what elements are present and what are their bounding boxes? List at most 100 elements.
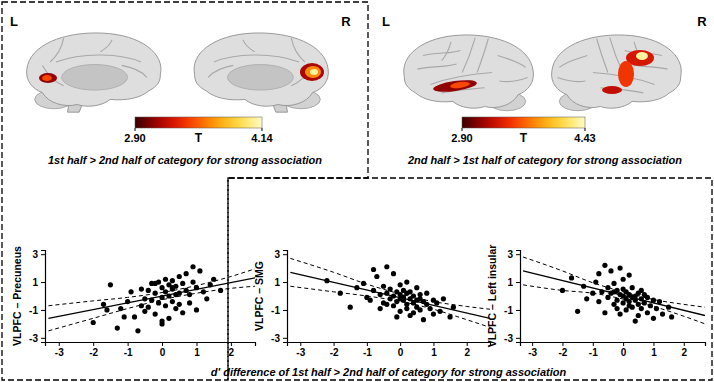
y-tick-label: 1 bbox=[32, 277, 38, 288]
panel-caption: 1st half > 2nd half of category for stro… bbox=[48, 154, 322, 166]
scatter-point bbox=[660, 312, 665, 317]
scatter-point bbox=[575, 309, 580, 314]
brain bbox=[552, 35, 682, 111]
sulcus bbox=[500, 78, 528, 82]
y-tick-mark bbox=[41, 254, 45, 255]
y-tick-mark bbox=[283, 282, 287, 283]
x-axis-line bbox=[288, 343, 491, 347]
scatter-point bbox=[596, 299, 601, 304]
x-tick-label: 1 bbox=[431, 347, 437, 358]
scatter-point bbox=[651, 316, 656, 321]
scatter-point bbox=[418, 307, 423, 312]
x-axis-line bbox=[46, 343, 256, 347]
scatter-point bbox=[348, 305, 353, 310]
scatter-point bbox=[421, 317, 426, 322]
scatter-point bbox=[190, 264, 195, 269]
brain-panel: LR2.904.14T1st half > 2nd half of catego… bbox=[10, 14, 351, 166]
scatter-point bbox=[374, 274, 379, 279]
plot-area bbox=[290, 258, 490, 327]
plot-area bbox=[523, 257, 705, 324]
x-tick-label: 2 bbox=[464, 347, 470, 358]
scatter-point bbox=[414, 285, 419, 290]
scatter-point bbox=[146, 288, 151, 293]
scatter-point bbox=[404, 306, 409, 311]
sulcus bbox=[559, 56, 587, 68]
x-tick: 0 bbox=[398, 342, 404, 358]
y-tick-label: 3 bbox=[274, 249, 280, 260]
colorbar bbox=[462, 117, 585, 128]
activation-blob bbox=[618, 61, 634, 87]
scatter-point bbox=[108, 282, 113, 287]
x-tick-label: -1 bbox=[363, 347, 372, 358]
y-tick-mark bbox=[283, 310, 287, 311]
scatter-point bbox=[187, 300, 192, 305]
scatter-point bbox=[636, 313, 641, 318]
x-tick-label: -2 bbox=[559, 347, 568, 358]
y-axis: -3-113 bbox=[504, 249, 520, 344]
y-axis-line bbox=[516, 251, 521, 343]
scatter-point bbox=[384, 264, 389, 269]
scatter-point bbox=[135, 328, 140, 333]
x-tick: -1 bbox=[124, 342, 133, 358]
panel-frames bbox=[2, 2, 712, 380]
x-tick-mark bbox=[653, 342, 654, 346]
figure: LR2.904.14T1st half > 2nd half of catego… bbox=[0, 0, 714, 382]
scatter-point bbox=[624, 307, 629, 312]
x-tick-mark bbox=[196, 342, 197, 346]
x-tick-label: -2 bbox=[330, 347, 339, 358]
scatter-point bbox=[645, 310, 650, 315]
sulcus bbox=[462, 38, 475, 73]
sulcus bbox=[291, 38, 305, 62]
x-tick-mark bbox=[532, 342, 533, 346]
brain-outline bbox=[404, 35, 534, 108]
y-tick: -3 bbox=[271, 333, 287, 344]
y-tick: 3 bbox=[274, 249, 287, 260]
y-tick-label: 1 bbox=[274, 277, 280, 288]
x-tick-mark bbox=[400, 342, 401, 346]
confidence-line bbox=[48, 286, 255, 331]
sulcus bbox=[50, 38, 64, 62]
scatter-point bbox=[142, 309, 147, 314]
scatter-point bbox=[163, 303, 168, 308]
sulcus bbox=[498, 56, 526, 68]
x-tick-label: -3 bbox=[528, 347, 537, 358]
x-tick-mark bbox=[367, 342, 368, 346]
x-axis: -3-2-1012 bbox=[288, 342, 491, 358]
x-tick-label: -1 bbox=[124, 347, 133, 358]
sulcus bbox=[597, 39, 608, 73]
x-tick-mark bbox=[562, 342, 563, 346]
scatter-point bbox=[617, 266, 622, 271]
x-tick-mark bbox=[433, 342, 434, 346]
scatter-point bbox=[584, 296, 589, 301]
scatter-point bbox=[91, 320, 96, 325]
y-tick-mark bbox=[41, 310, 45, 311]
scatter-point bbox=[621, 300, 626, 305]
hemisphere-label: R bbox=[697, 14, 707, 29]
activation-blob bbox=[636, 52, 648, 60]
y-tick-label: -1 bbox=[271, 305, 280, 316]
sulcus bbox=[442, 42, 451, 61]
brain bbox=[404, 35, 534, 111]
x-tick-label: 1 bbox=[651, 347, 657, 358]
sulcus bbox=[100, 40, 112, 52]
confidence-line bbox=[523, 257, 705, 307]
fit-line bbox=[48, 278, 255, 318]
colorbar-tick bbox=[135, 128, 136, 131]
y-tick-label: -3 bbox=[271, 333, 280, 344]
hemisphere-label: L bbox=[10, 14, 18, 29]
panel-caption: 2nd half > 1st half of category for stro… bbox=[407, 154, 682, 166]
plot-area bbox=[48, 264, 255, 333]
y-tick-mark bbox=[41, 282, 45, 283]
y-axis: -3-113 bbox=[29, 249, 45, 344]
y-tick-mark bbox=[283, 254, 287, 255]
colorbar-tick bbox=[462, 128, 463, 131]
colorbar-label: T bbox=[520, 131, 528, 145]
scatter-point bbox=[669, 314, 674, 319]
activation-blob bbox=[305, 66, 321, 78]
activation-blob bbox=[433, 78, 478, 94]
scatter-point bbox=[602, 310, 607, 315]
y-tick: 1 bbox=[274, 277, 287, 288]
scatter-chart: -3-2-1012-3-113VLPFC – SMGd' difference … bbox=[211, 249, 567, 378]
y-axis: -3 -1 1 3 bbox=[271, 249, 287, 344]
scatter-point bbox=[104, 307, 109, 312]
